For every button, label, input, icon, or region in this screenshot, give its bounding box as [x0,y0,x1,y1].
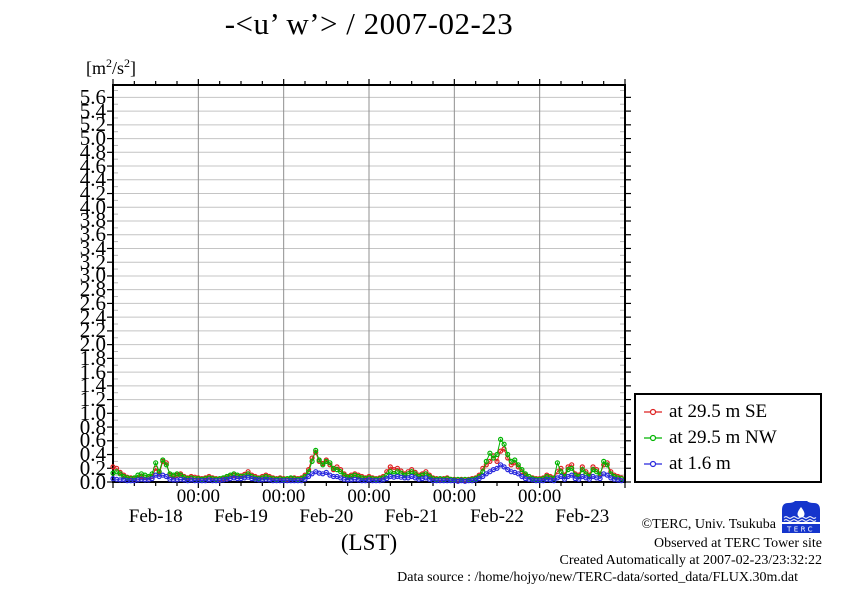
x-axis-day-labels: Feb-18 Feb-19 Feb-20 Feb-21 Feb-22 Feb-23 [113,507,625,527]
y-axis-tick-label: 4.2 [79,181,106,206]
y-axis-units: [m2/s2] [86,56,137,78]
x-axis-day-label: Feb-19 [214,506,268,527]
plot-area [107,79,631,488]
x-axis-time-label: 00:00 [176,486,220,507]
y-axis-tick-label: 3.8 [79,208,106,233]
y-axis-tick-label: 2.8 [79,277,106,302]
x-axis-day-label: Feb-22 [470,506,524,527]
x-axis-day-label: Feb-20 [299,506,354,527]
x-axis-day-label: Feb-18 [128,506,183,527]
chart-title: -<u’ w’> / 2007-02-23 [224,6,514,41]
y-axis-tick-label: 2.4 [79,304,106,329]
legend-entry-1.6m: at 1.6 m [643,454,816,474]
y-axis-tick-label: 0.2 [79,455,106,480]
footer-created: Created Automatically at 2007-02-23/23:3… [559,553,822,568]
svg-text:TERC: TERC [786,526,815,534]
y-axis-tick-label: 5.2 [79,112,106,137]
x-axis-time-label: 00:00 [518,486,562,507]
y-axis-tick-label: 1.8 [79,345,106,370]
y-axis-tick-label: 1.2 [79,387,106,412]
legend-entry-29.5m-se: at 29.5 m SE [643,402,816,422]
x-axis-time-label: 00:00 [432,486,476,507]
y-axis-tick-label: 4.8 [79,139,106,164]
y-axis-tick-label: 3.2 [79,249,106,274]
terc-logo: TERC [782,501,820,534]
y-axis-tick-label: 1.0 [79,400,106,425]
line-point-marker-icon [644,460,662,468]
y-axis-tick-label: 5.0 [79,126,106,151]
y-axis-tick-label: 3.0 [79,263,106,288]
y-axis-tick-label: 5.6 [79,84,106,109]
y-axis-tick-label: 3.4 [79,235,106,260]
x-axis-day-label: Feb-23 [555,506,610,527]
y-axis-tick-label: 3.6 [79,222,106,247]
y-axis-tick-label: 2.2 [79,318,106,343]
legend-label: at 1.6 m [669,453,731,474]
legend-label: at 29.5 m NW [669,427,777,448]
legend: at 29.5 m SE at 29.5 m NW at 1.6 m [634,393,822,483]
y-axis-tick-labels: 0.0 0.2 0.4 0.6 0.8 1.0 1.2 1.4 1.6 1.8 2.0 2.2 2.4 2… [36,84,106,492]
y-axis-tick-label: 2.6 [79,290,106,315]
y-axis-tick-label: 2.0 [79,332,106,357]
y-axis-tick-label: 4.4 [79,167,106,192]
x-axis-time-label: 00:00 [347,486,391,507]
y-axis-tick-label: 0.0 [79,469,106,494]
y-axis-tick-label: 1.6 [79,359,106,384]
line-point-marker-icon [644,408,662,416]
legend-entry-29.5m-nw: at 29.5 m NW [643,428,816,448]
x-axis-title: (LST) [340,530,398,555]
y-axis-tick-label: 0.6 [79,428,106,453]
y-axis-tick-label: 5.4 [79,98,106,123]
y-axis-tick-label: 0.8 [79,414,106,439]
legend-label: at 29.5 m SE [669,401,768,422]
y-axis-tick-label: 4.6 [79,153,106,178]
y-axis-tick-label: 4.0 [79,194,106,219]
footer-observed: Observed at TERC Tower site [653,536,822,551]
y-axis-tick-label: 0.4 [79,442,106,467]
x-axis-time-label: 00:00 [262,486,306,507]
y-axis-tick-label: 1.4 [79,373,106,398]
x-axis-time-labels: 00:00 00:00 00:00 00:00 00:00 [113,487,625,507]
line-point-marker-icon [644,434,662,442]
footer-datasource: Data source : /home/hojyo/new/TERC-data/… [397,570,798,585]
footer-copyright: ©TERC, Univ. Tsukuba [641,517,777,532]
plot-svg [107,79,631,488]
x-axis-day-label: Feb-21 [384,506,439,527]
